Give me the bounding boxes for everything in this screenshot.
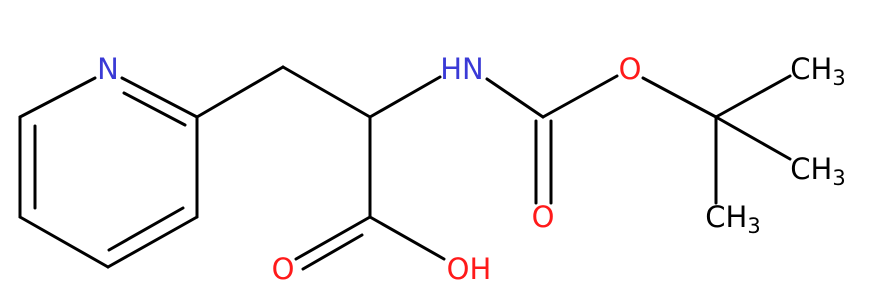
atom-label: CH3 bbox=[705, 200, 760, 238]
atom-label: O bbox=[272, 252, 295, 286]
atom-label: CH3 bbox=[790, 52, 845, 90]
atom-label-sub: 3 bbox=[832, 166, 845, 190]
atom-label-sub: 3 bbox=[832, 66, 845, 90]
atom-label: N bbox=[97, 52, 119, 86]
bonds bbox=[18, 65, 792, 271]
atom-label: HN bbox=[440, 52, 484, 86]
atom-label: O bbox=[532, 200, 555, 234]
atom-label: OH bbox=[447, 252, 492, 286]
atom-label-main: CH bbox=[705, 200, 747, 234]
atom-label: CH3 bbox=[790, 152, 845, 190]
atom-label-main: CH bbox=[790, 52, 832, 86]
atom-label-main: CH bbox=[790, 152, 832, 186]
atom-label-sub: 3 bbox=[747, 214, 760, 238]
atom-label: O bbox=[619, 52, 642, 86]
